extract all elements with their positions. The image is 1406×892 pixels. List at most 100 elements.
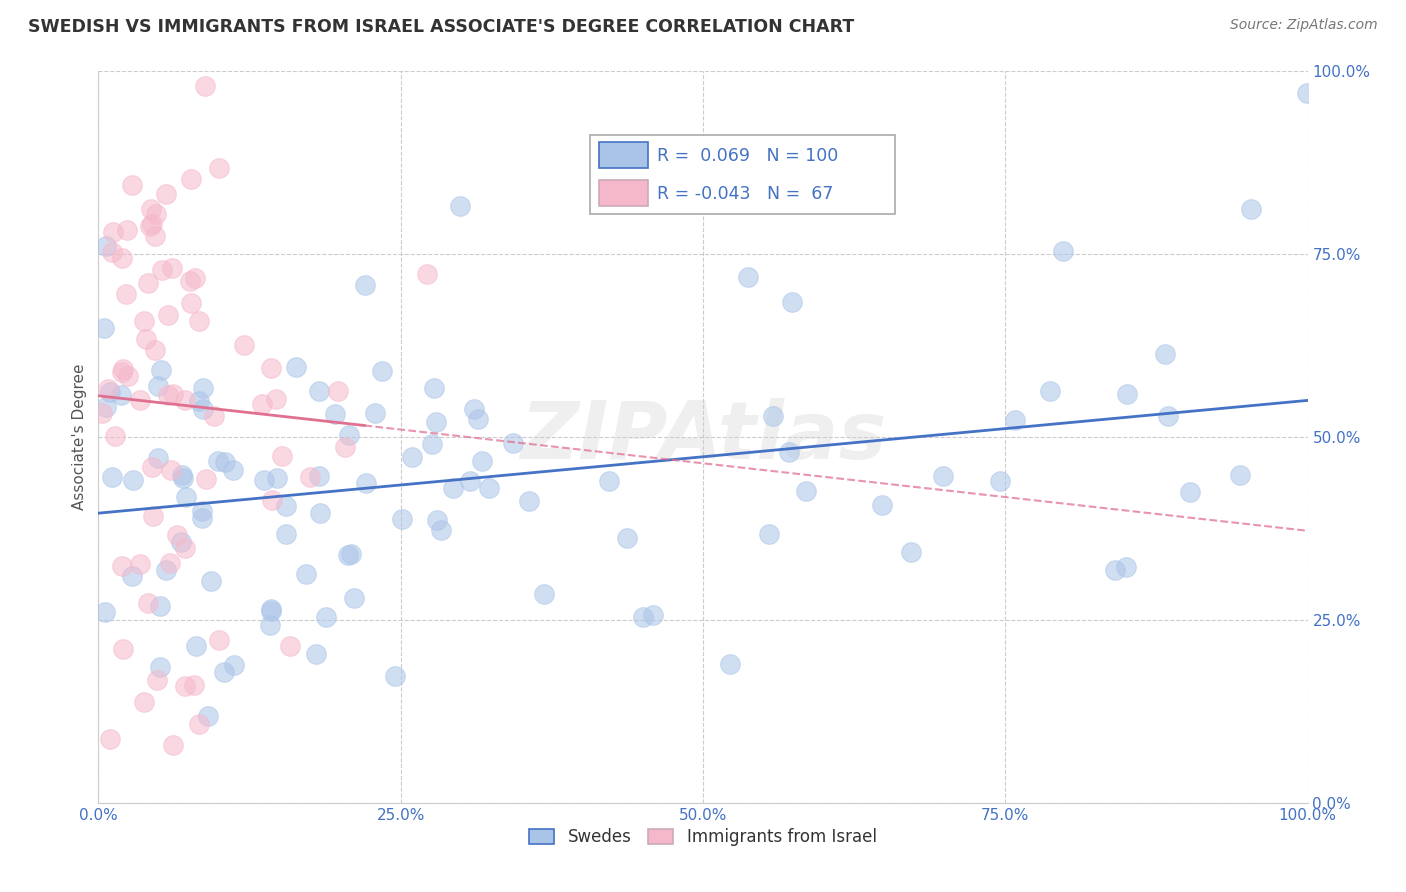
Point [157, 308, 180, 322]
Point [200, 574, 222, 588]
Point [202, 409, 225, 423]
Point [1178, 485, 1201, 500]
Point [467, 411, 489, 425]
Point [260, 604, 283, 618]
Point [122, 473, 145, 487]
Point [354, 475, 377, 490]
Point [162, 260, 184, 275]
Point [598, 475, 620, 489]
Point [343, 591, 366, 605]
Point [315, 610, 337, 624]
Point [401, 450, 423, 465]
Point [103, 428, 125, 442]
Point [931, 469, 953, 483]
Point [143, 343, 166, 357]
Point [195, 472, 218, 486]
Point [458, 475, 481, 489]
Point [416, 267, 439, 281]
Point [323, 407, 346, 421]
Point [278, 639, 301, 653]
Point [172, 467, 194, 482]
Point [184, 270, 207, 285]
Point [441, 481, 464, 495]
Point [422, 437, 444, 451]
Point [179, 274, 201, 288]
Point [233, 338, 256, 352]
Point [207, 161, 229, 175]
Point [758, 526, 780, 541]
FancyBboxPatch shape [599, 179, 648, 206]
Point [426, 513, 449, 527]
Point [295, 567, 318, 582]
Point [260, 602, 283, 616]
Text: R =  0.069   N = 100: R = 0.069 N = 100 [657, 147, 838, 165]
Point [872, 499, 894, 513]
FancyBboxPatch shape [591, 135, 896, 213]
Point [266, 392, 288, 407]
Point [371, 364, 394, 378]
Point [180, 171, 202, 186]
Point [353, 277, 375, 292]
Point [335, 440, 357, 454]
Point [194, 78, 217, 93]
Point [326, 384, 349, 398]
Point [363, 406, 385, 420]
Point [155, 187, 177, 202]
Point [174, 392, 197, 407]
Point [1157, 409, 1180, 424]
Point [150, 363, 173, 377]
Point [115, 223, 138, 237]
Point [172, 471, 194, 485]
Point [98, 731, 121, 746]
Point [207, 454, 229, 468]
Point [425, 415, 447, 429]
Point [111, 558, 134, 573]
Point [259, 618, 281, 632]
Point [1116, 387, 1139, 401]
FancyBboxPatch shape [599, 142, 648, 169]
Point [631, 610, 654, 624]
Point [1039, 384, 1062, 399]
Point [1115, 560, 1137, 574]
Point [100, 384, 122, 399]
Point [305, 648, 328, 662]
Point [271, 449, 294, 463]
Point [141, 460, 163, 475]
Point [145, 673, 167, 687]
Y-axis label: Associate's Degree: Associate's Degree [72, 364, 87, 510]
Point [156, 387, 179, 401]
Point [1052, 244, 1074, 259]
Point [135, 333, 157, 347]
Point [129, 392, 152, 407]
Point [184, 639, 207, 653]
Point [138, 276, 160, 290]
Point [94, 400, 117, 414]
Point [142, 508, 165, 523]
Point [260, 492, 283, 507]
Point [188, 394, 211, 409]
Point [761, 409, 783, 423]
Point [149, 599, 172, 613]
Point [384, 669, 406, 683]
Point [309, 506, 332, 520]
Point [110, 387, 132, 401]
Point [146, 450, 169, 465]
Point [155, 563, 177, 577]
Point [149, 660, 172, 674]
Point [423, 381, 446, 395]
Point [463, 401, 485, 416]
Text: Source: ZipAtlas.com: Source: ZipAtlas.com [1230, 18, 1378, 32]
Point [222, 463, 245, 477]
Point [988, 474, 1011, 488]
Point [285, 360, 308, 375]
Point [134, 695, 156, 709]
Point [150, 263, 173, 277]
Point [111, 365, 134, 379]
Point [111, 251, 134, 265]
Point [1295, 87, 1317, 101]
Point [778, 445, 800, 459]
Point [174, 679, 197, 693]
Text: SWEDISH VS IMMIGRANTS FROM ISRAEL ASSOCIATE'S DEGREE CORRELATION CHART: SWEDISH VS IMMIGRANTS FROM ISRAEL ASSOCI… [28, 18, 855, 36]
Point [274, 499, 297, 513]
Point [183, 678, 205, 692]
